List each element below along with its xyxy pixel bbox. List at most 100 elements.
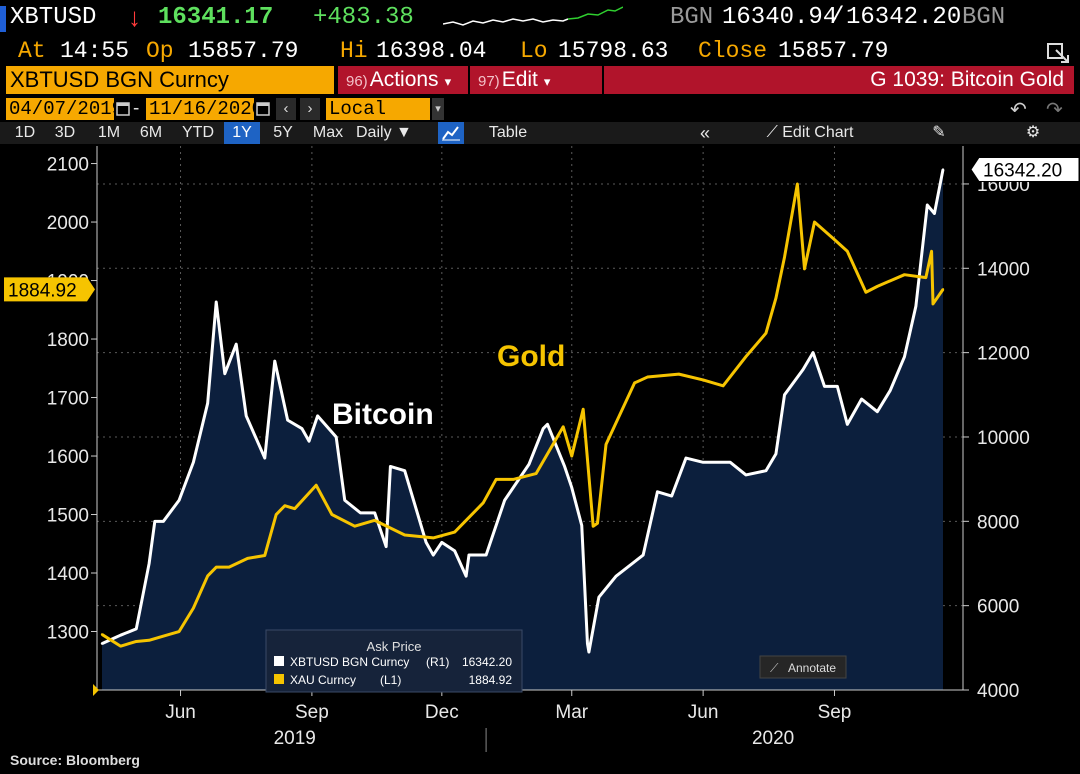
gold-point (783, 255, 786, 259)
bitcoin-point (177, 499, 181, 502)
collapse-icon[interactable]: « (699, 123, 710, 143)
gold-point (274, 513, 278, 516)
start-date-input[interactable]: 04/07/2019 (6, 98, 123, 120)
gold-point (930, 250, 933, 253)
calendar-icon[interactable] (256, 100, 270, 116)
gold-point (453, 530, 456, 534)
ask-price: 16342.20 (846, 4, 962, 31)
gold-point (177, 630, 181, 633)
close-value: 15857.79 (778, 38, 889, 64)
bitcoin-point (384, 545, 388, 548)
gold-point (373, 519, 376, 522)
time-value: 14:55 (60, 38, 130, 64)
bitcoin-point (811, 351, 815, 354)
period-1y[interactable]: 1Y (224, 122, 260, 144)
year-label: 2019 (274, 728, 316, 749)
bitcoin-point (941, 168, 945, 171)
frequency-select[interactable]: Daily ▼ (356, 122, 426, 144)
undo-icon[interactable]: ↶ (1010, 99, 1027, 121)
period-1m[interactable]: 1M (97, 124, 121, 141)
left-axis-arrow (93, 684, 99, 696)
close-label: Close (698, 38, 768, 64)
gold-point (941, 288, 945, 291)
bitcoin-point (389, 465, 392, 468)
currency-select[interactable]: Local CCY (326, 98, 430, 142)
annotate-button[interactable]: ⟋ Annotate (759, 655, 847, 679)
low-label: Lo (520, 38, 548, 64)
gold-point (764, 331, 768, 335)
gold-point (833, 238, 836, 241)
gold-point (774, 296, 778, 300)
gold-annotation: Gold (497, 340, 565, 373)
bitcoin-point (286, 418, 289, 422)
time-label: At (18, 38, 46, 64)
bitcoin-point (467, 553, 471, 557)
currency-dropdown-icon[interactable]: ▾ (432, 98, 444, 120)
table-button[interactable]: Table (488, 124, 528, 141)
net-change: +483.38 (313, 4, 414, 31)
gold-point (677, 372, 681, 376)
chart-svg: Jun Sep Dec Mar Jun Sep 2019 2020 4000 6000 8000 10… (4, 146, 1080, 752)
open-label: Op (146, 38, 174, 64)
bitcoin-point (316, 414, 319, 418)
bitcoin-point (823, 385, 826, 388)
bitcoin-point (119, 633, 122, 637)
gold-point (633, 381, 636, 385)
gold-point (796, 182, 799, 186)
period-3d[interactable]: 3D (54, 124, 76, 141)
security-field[interactable]: XBTUSD BGN Curncy (6, 66, 334, 94)
gold-point (924, 276, 928, 279)
source-note: Source: Bloomberg (10, 752, 140, 768)
bitcoin-point (135, 627, 138, 631)
bitcoin-point (764, 469, 768, 472)
down-arrow-icon: ↓ (128, 2, 141, 32)
last-price: 16341.17 (158, 4, 274, 31)
period-ytd[interactable]: YTD (182, 124, 214, 141)
period-5y[interactable]: 5Y (273, 124, 293, 141)
x-tick-label: Dec (425, 702, 459, 723)
gold-point (534, 472, 538, 475)
draw-icon[interactable]: ✎ (932, 124, 946, 141)
period-1d[interactable]: 1D (14, 124, 36, 141)
legend-axis-bitcoin: (R1) (426, 655, 449, 669)
gold-point (135, 640, 138, 643)
bitcoin-point (783, 393, 786, 397)
settings-gear-icon[interactable]: ⚙ (1025, 124, 1041, 141)
bitcoin-point (597, 596, 601, 599)
next-period-button[interactable]: › (300, 98, 320, 120)
actions-menu-button[interactable]: 96)Actions ▾ (338, 66, 468, 94)
period-max[interactable]: Max (312, 124, 344, 141)
legend-axis-gold: (L1) (380, 673, 401, 687)
bitcoin-point (206, 402, 209, 405)
prev-period-button[interactable]: ‹ (276, 98, 296, 120)
bitcoin-point (801, 368, 805, 371)
chart-axes: Jun Sep Dec Mar Jun Sep 2019 2020 4000 6000 8000 10… (4, 146, 1080, 752)
gold-point (721, 384, 725, 388)
redo-icon[interactable]: ↷ (1046, 99, 1063, 121)
bitcoin-point (914, 305, 918, 308)
gold-point (846, 250, 849, 253)
period-6m[interactable]: 6M (139, 124, 163, 141)
bitcoin-point (684, 456, 688, 460)
calendar-icon[interactable] (116, 100, 130, 116)
bitcoin-point (245, 414, 248, 418)
edit-menu-button[interactable]: 97)Edit ▾ (470, 66, 602, 94)
popout-icon[interactable] (1046, 40, 1072, 64)
left-tick-label: 1400 (47, 564, 89, 585)
gold-point (353, 525, 356, 528)
right-tick-label: 14000 (977, 259, 1030, 280)
end-date-input[interactable]: 11/16/2020 (146, 98, 263, 120)
bitcoin-point (570, 486, 573, 489)
gold-point (903, 273, 906, 276)
line-chart-icon[interactable] (438, 122, 464, 144)
bitcoin-point (215, 300, 218, 304)
right-tick-label: 12000 (977, 344, 1030, 365)
bitcoin-point (670, 494, 673, 498)
legend-swatch-gold (274, 674, 284, 684)
bitcoin-point (334, 435, 338, 439)
gold-point (432, 536, 435, 540)
bitcoin-point (343, 499, 346, 502)
edit-chart-button[interactable]: ⟋ Edit Chart (740, 122, 880, 144)
gold-point (744, 355, 748, 358)
frequency-label: Daily (356, 124, 392, 141)
